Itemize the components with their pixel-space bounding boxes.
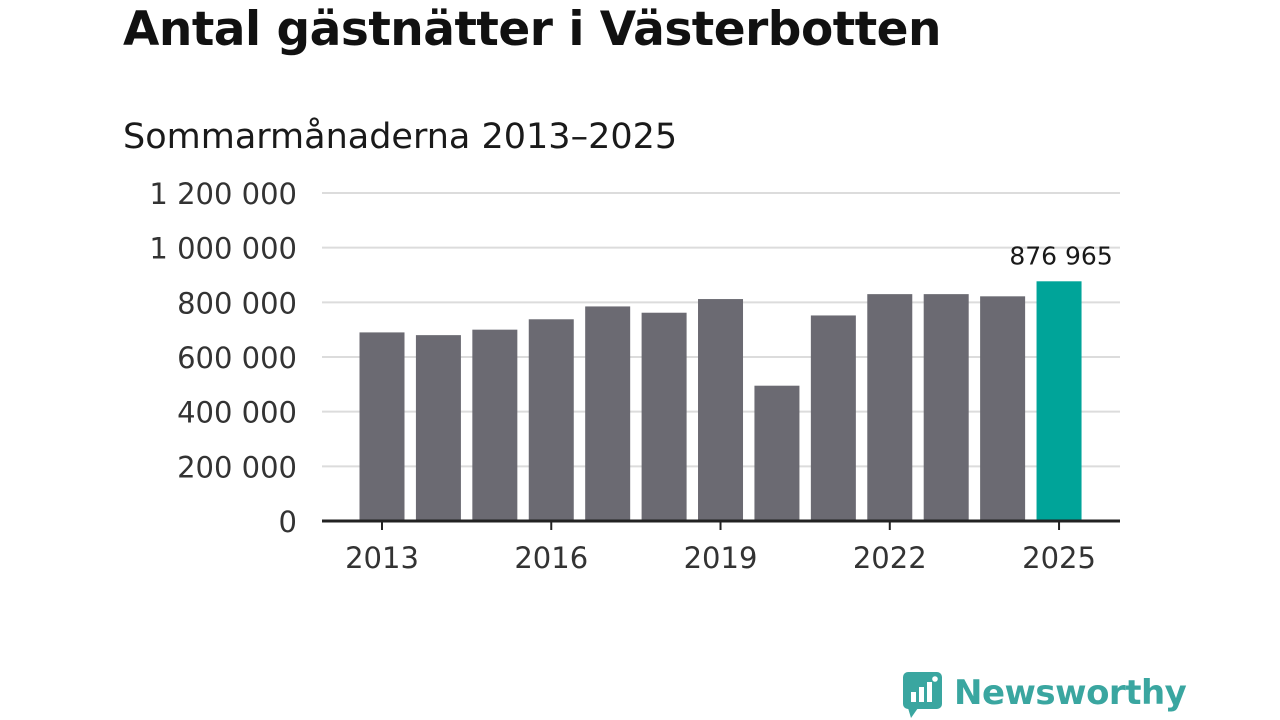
- y-tick-label: 400 000: [177, 396, 297, 430]
- chart-bubble-icon: [903, 672, 942, 718]
- bar-2019: [698, 299, 744, 521]
- bar-2016: [528, 319, 574, 521]
- bar-2014: [415, 335, 461, 521]
- bar-2018: [641, 312, 687, 521]
- bar-2015: [472, 329, 518, 521]
- bar-2021: [810, 315, 856, 521]
- x-tick-label: 2022: [853, 541, 927, 575]
- y-tick-label: 1 200 000: [149, 177, 297, 211]
- bar-2025: [1036, 281, 1082, 521]
- x-tick-label: 2013: [345, 541, 419, 575]
- y-tick-label: 0: [279, 505, 297, 539]
- newsworthy-logo: Newsworthy: [902, 668, 1187, 718]
- x-tick-label: 2019: [684, 541, 758, 575]
- y-tick-label: 1 000 000: [149, 232, 297, 266]
- x-tick-label: 2025: [1022, 541, 1096, 575]
- y-tick-label: 200 000: [177, 450, 297, 484]
- bar-2017: [585, 306, 631, 521]
- chart-subtitle: Sommarmånaderna 2013–2025: [123, 117, 678, 157]
- bar-2020: [754, 385, 800, 521]
- bar-2024: [980, 296, 1026, 521]
- bar-2013: [359, 332, 405, 521]
- bar-2022: [867, 294, 913, 521]
- y-tick-label: 800 000: [177, 286, 297, 320]
- bar-2023: [923, 294, 969, 521]
- data-label: 876 965: [1009, 241, 1112, 270]
- x-tick-label: 2016: [514, 541, 588, 575]
- brand-name: Newsworthy: [954, 673, 1187, 713]
- chart-title: Antal gästnätter i Västerbotten: [123, 2, 942, 57]
- y-tick-label: 600 000: [177, 341, 297, 375]
